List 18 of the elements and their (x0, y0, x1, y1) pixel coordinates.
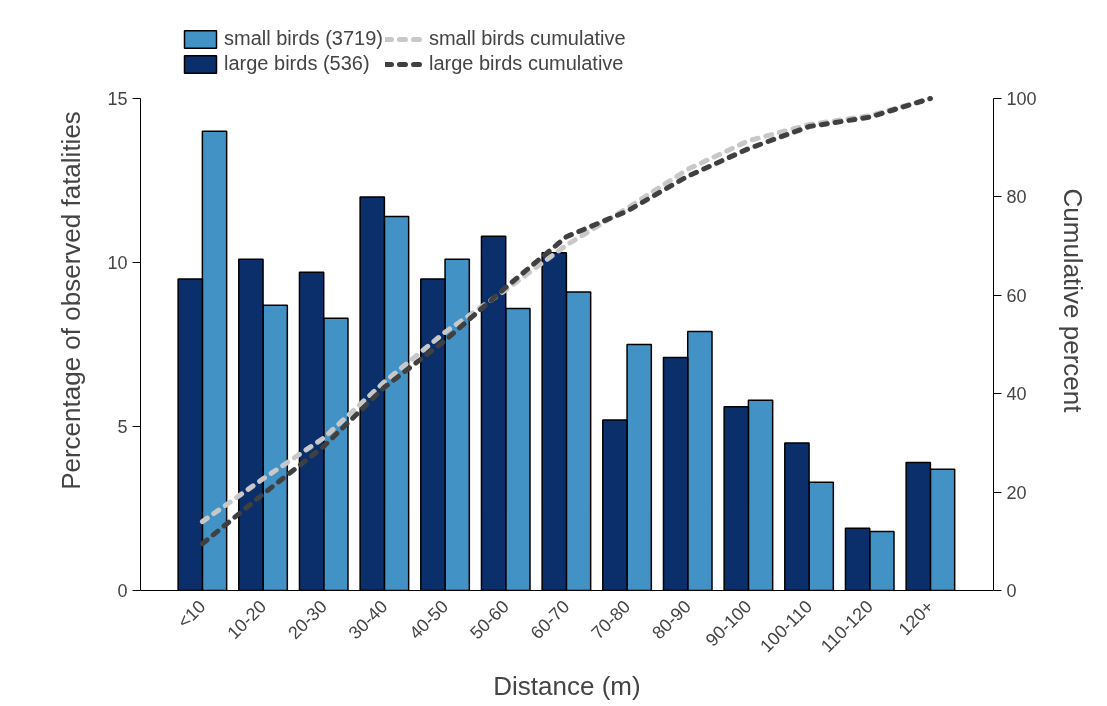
x-axis-title: Distance (m) (493, 671, 641, 702)
y-axis-title: Percentage of observed fatalities (56, 111, 87, 490)
y2-tick-label: 20 (1006, 482, 1027, 503)
legend-label: large birds (536) (224, 52, 370, 75)
y-tick-label: 15 (107, 89, 128, 109)
y-tick-label: 0 (117, 581, 128, 601)
y2-axis-title: Cumulative percent (1057, 188, 1088, 414)
y2-tick-label: 60 (1006, 285, 1027, 306)
legend-label: large birds cumulative (428, 52, 624, 75)
legend-label: small birds (3719) (224, 27, 383, 50)
legend-label: small birds cumulative (428, 27, 626, 50)
x-tick-label: <10 (173, 596, 210, 633)
y2-tick-label: 80 (1006, 187, 1027, 208)
y2-tick-label: 100 (1006, 89, 1037, 109)
y-tick-label: 10 (107, 253, 128, 273)
y2-tick-label: 0 (1006, 581, 1017, 601)
y-tick-label: 5 (117, 417, 128, 437)
y2-tick-label: 40 (1006, 384, 1027, 405)
